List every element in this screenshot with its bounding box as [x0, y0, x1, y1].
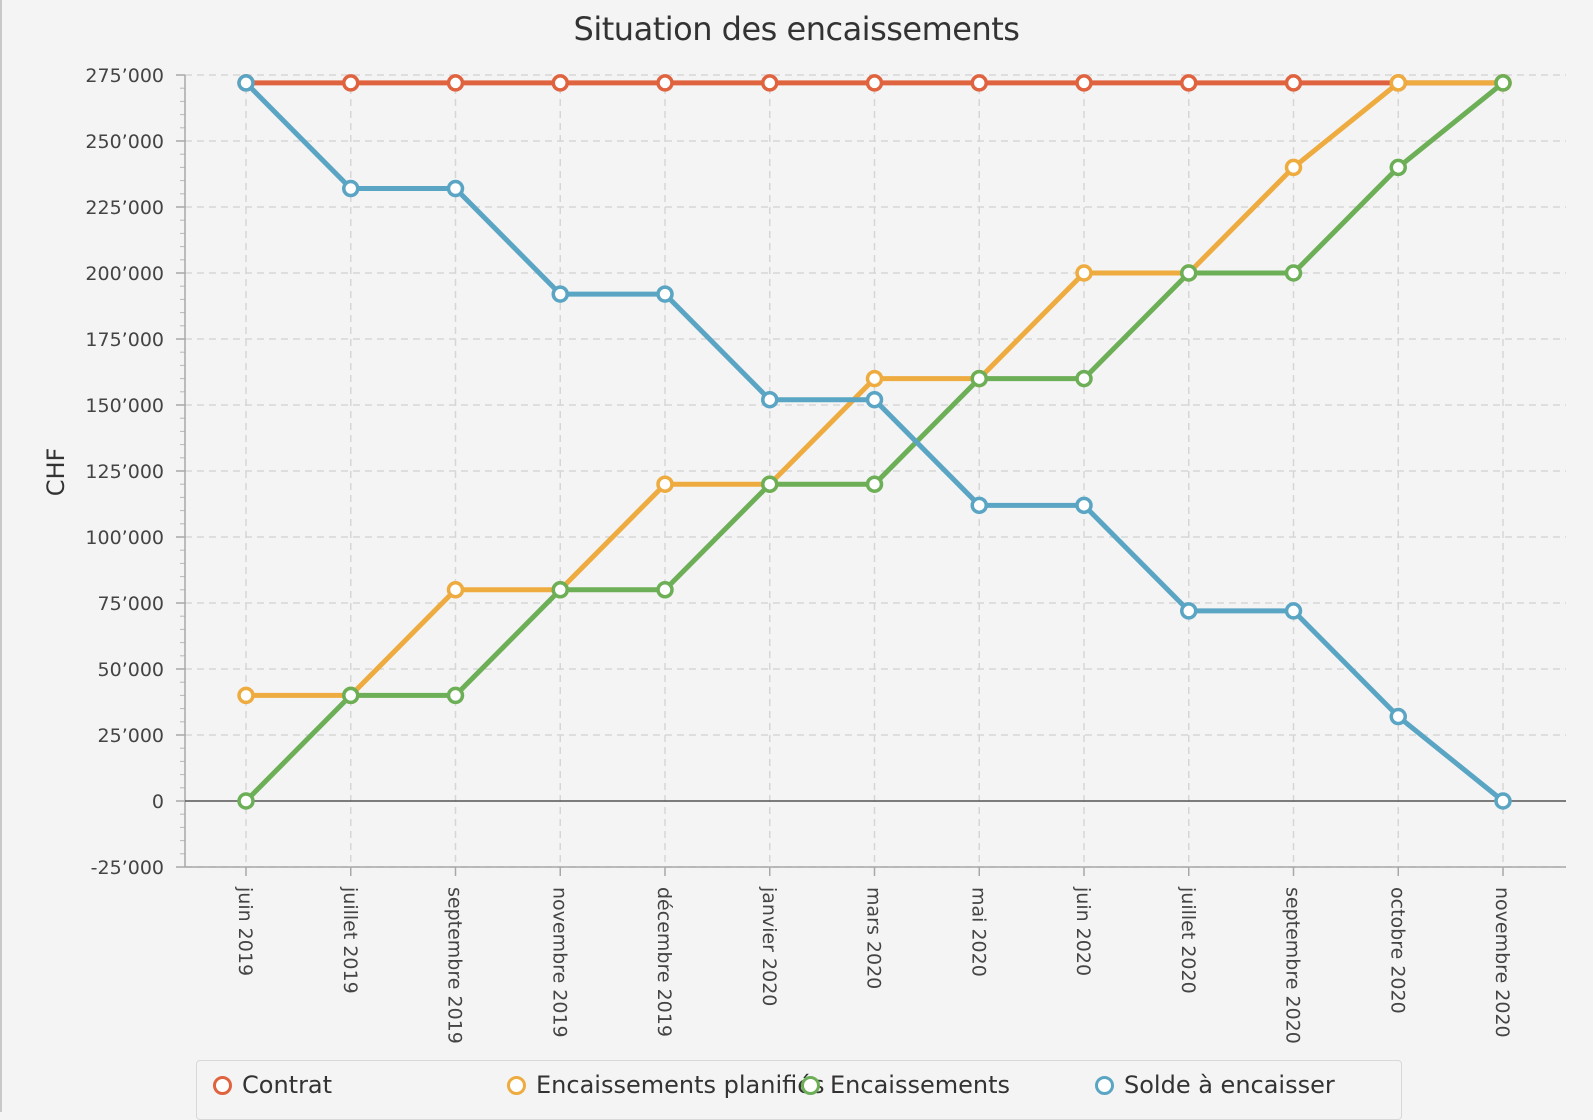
legend-symbol — [1095, 1075, 1114, 1095]
legend-item[interactable]: Encaissements — [801, 1071, 1010, 1099]
y-tick-label: 50’000 — [98, 659, 164, 681]
series-point-3 — [551, 285, 569, 303]
legend-item[interactable]: Solde à encaisser — [1095, 1071, 1335, 1099]
series-point-0 — [865, 74, 884, 92]
series-point-3 — [342, 179, 360, 198]
series-point-2 — [970, 369, 988, 388]
legend-label: Contrat — [242, 1071, 333, 1099]
line-chart: CHF -25’000 0 25’000 50’000 75’000 100’000 125’… — [42, 65, 1566, 1044]
series-point-2 — [446, 686, 465, 705]
series-point-2 — [1284, 264, 1303, 282]
series-point-3 — [1284, 602, 1303, 620]
chart-title: Situation des encaissements — [573, 10, 1020, 48]
y-tick-label: 0 — [152, 791, 164, 813]
series-point-0 — [656, 74, 674, 92]
series-point-3 — [656, 285, 674, 303]
series-point-3 — [865, 390, 884, 409]
series-point-3 — [446, 179, 465, 198]
legend-label: Encaissements — [830, 1071, 1010, 1099]
y-tick-label: 125’000 — [85, 461, 164, 483]
x-tick-label: juillet 2020 — [1177, 886, 1199, 994]
series-point-3 — [1389, 707, 1407, 726]
series-point-0 — [970, 74, 988, 92]
series-point-0 — [342, 74, 360, 92]
x-tick-label: janvier 2020 — [758, 886, 780, 1006]
series-point-0 — [1180, 74, 1198, 92]
legend-label: Encaissements planifiés — [536, 1071, 825, 1099]
series-point-2 — [656, 581, 674, 599]
legend-label: Solde à encaisser — [1124, 1071, 1335, 1099]
x-tick-label: juin 2020 — [1072, 886, 1094, 976]
series-point-1 — [1389, 74, 1407, 92]
y-tick-label: 175’000 — [85, 329, 164, 351]
series-point-0 — [761, 74, 779, 92]
legend-symbol — [213, 1075, 232, 1095]
y-tick-label: 25’000 — [98, 725, 164, 747]
y-tick-label: 150’000 — [85, 395, 164, 417]
y-tick-label: 100’000 — [85, 527, 164, 549]
x-tick-label: mars 2020 — [863, 887, 885, 989]
series-point-2 — [1075, 369, 1093, 388]
series-point-1 — [237, 686, 255, 705]
series-point-2 — [1494, 74, 1512, 92]
series-point-2 — [761, 475, 779, 493]
series-point-0 — [1284, 74, 1303, 92]
series-point-2 — [342, 686, 360, 705]
series-point-1 — [1075, 264, 1093, 282]
x-tick-label: juillet 2019 — [339, 886, 361, 994]
series-point-0 — [551, 74, 569, 92]
series-point-1 — [1284, 158, 1303, 177]
x-tick-label: septembre 2020 — [1282, 887, 1304, 1044]
series-point-3 — [970, 496, 988, 515]
series-point-0 — [1075, 74, 1093, 92]
y-axis-label: CHF — [42, 448, 70, 497]
series-point-1 — [446, 581, 465, 599]
y-tick-label: -25’000 — [91, 857, 164, 879]
series-point-3 — [237, 74, 255, 92]
y-tick-label: 225’000 — [85, 197, 164, 219]
series-point-2 — [237, 792, 255, 810]
series-point-1 — [865, 369, 884, 388]
x-tick-label: septembre 2019 — [444, 887, 466, 1044]
x-tick-label: novembre 2020 — [1491, 887, 1513, 1038]
y-tick-label: 75’000 — [98, 593, 164, 615]
series-point-3 — [1494, 792, 1512, 810]
series-point-2 — [1180, 264, 1198, 282]
x-tick-label: juin 2019 — [234, 886, 256, 976]
chart-legend: Contrat Encaissements planifiés Encaisseme… — [196, 1060, 1402, 1120]
x-tick-label: mai 2020 — [967, 887, 989, 977]
y-tick-label: 250’000 — [85, 131, 164, 153]
legend-symbol — [801, 1075, 820, 1095]
x-tick-label: novembre 2019 — [548, 887, 570, 1038]
legend-item[interactable]: Contrat — [213, 1071, 332, 1099]
x-tick-label: décembre 2019 — [653, 887, 675, 1037]
y-tick-label: 200’000 — [85, 263, 164, 285]
series-point-2 — [551, 581, 569, 599]
series-point-2 — [865, 475, 884, 493]
x-tick-label: octobre 2020 — [1386, 887, 1408, 1014]
series-point-3 — [1180, 602, 1198, 620]
series-point-2 — [1389, 158, 1407, 177]
series-point-3 — [761, 390, 779, 409]
series-point-3 — [1075, 496, 1093, 515]
y-tick-label: 275’000 — [85, 65, 164, 87]
legend-symbol — [507, 1075, 526, 1095]
series-point-0 — [446, 74, 465, 92]
series-point-1 — [656, 475, 674, 493]
legend-item[interactable]: Encaissements planifiés — [507, 1071, 825, 1099]
